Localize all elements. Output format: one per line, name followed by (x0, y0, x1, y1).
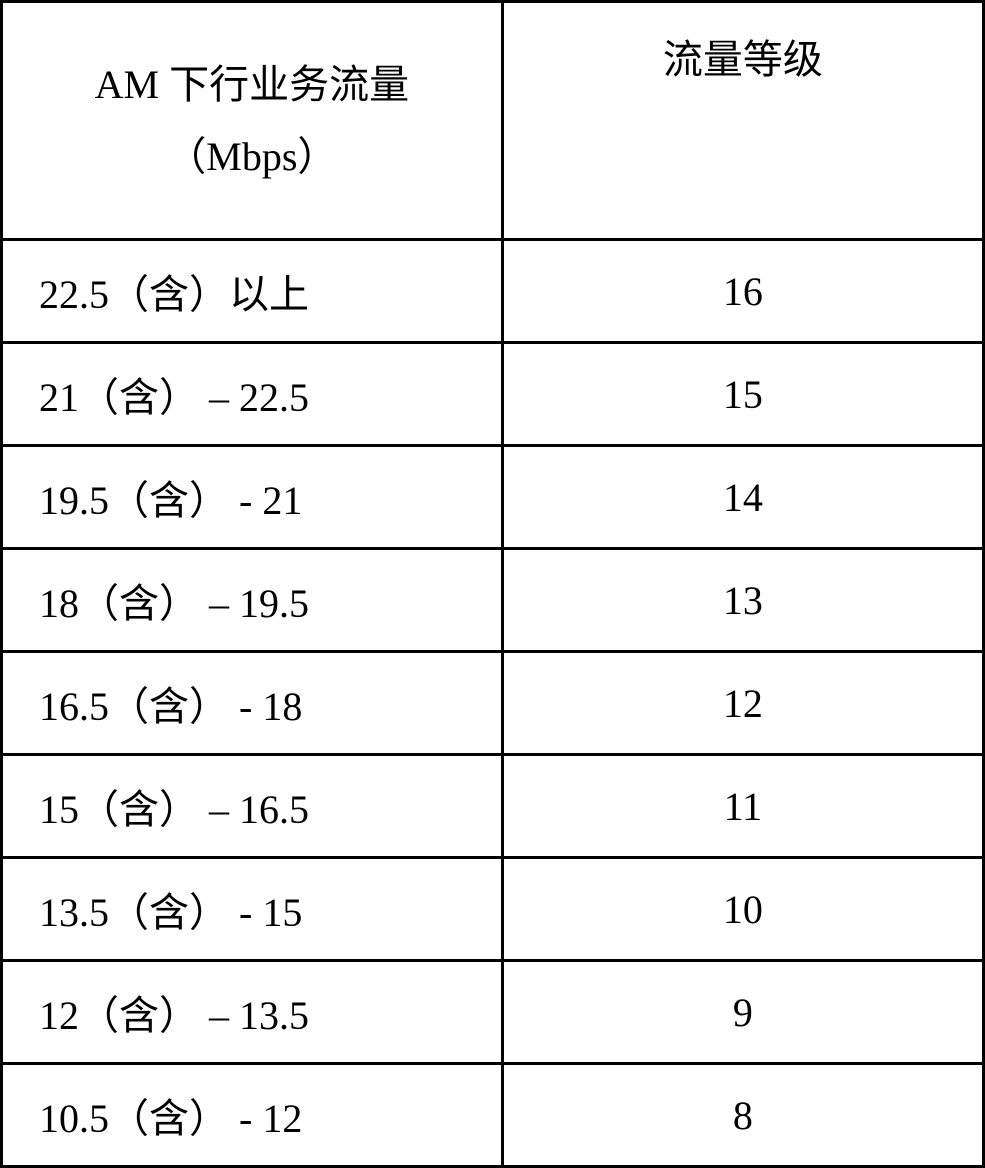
cell-level: 13 (502, 549, 983, 652)
table-row: 13.5（含） - 15 10 (2, 858, 984, 961)
table-row: 18（含） – 19.5 13 (2, 549, 984, 652)
cell-level: 16 (502, 240, 983, 343)
table-header-row: AM 下行业务流量 （Mbps） 流量等级 (2, 2, 984, 240)
cell-level: 10 (502, 858, 983, 961)
header-traffic-line1: AM 下行业务流量 (13, 49, 491, 121)
cell-range: 13.5（含） - 15 (2, 858, 503, 961)
cell-level: 11 (502, 755, 983, 858)
table-row: 21（含） – 22.5 15 (2, 343, 984, 446)
header-traffic-range: AM 下行业务流量 （Mbps） (2, 2, 503, 240)
cell-range: 16.5（含） - 18 (2, 652, 503, 755)
header-traffic-line2: （Mbps） (13, 121, 491, 193)
cell-level: 14 (502, 446, 983, 549)
table-row: 12（含） – 13.5 9 (2, 961, 984, 1064)
table-row: 15（含） – 16.5 11 (2, 755, 984, 858)
cell-range: 15（含） – 16.5 (2, 755, 503, 858)
table-row: 16.5（含） - 18 12 (2, 652, 984, 755)
cell-range: 18（含） – 19.5 (2, 549, 503, 652)
table-body: 22.5（含）以上 16 21（含） – 22.5 15 19.5（含） - 2… (2, 240, 984, 1167)
table-row: 10.5（含） - 12 8 (2, 1064, 984, 1167)
table-row: 22.5（含）以上 16 (2, 240, 984, 343)
traffic-level-table-container: AM 下行业务流量 （Mbps） 流量等级 22.5（含）以上 16 21（含）… (0, 0, 985, 1168)
cell-level: 9 (502, 961, 983, 1064)
traffic-level-table: AM 下行业务流量 （Mbps） 流量等级 22.5（含）以上 16 21（含）… (0, 0, 985, 1168)
table-row: 19.5（含） - 21 14 (2, 446, 984, 549)
cell-range: 21（含） – 22.5 (2, 343, 503, 446)
cell-range: 12（含） – 13.5 (2, 961, 503, 1064)
cell-level: 12 (502, 652, 983, 755)
cell-level: 15 (502, 343, 983, 446)
cell-range: 19.5（含） - 21 (2, 446, 503, 549)
cell-range: 22.5（含）以上 (2, 240, 503, 343)
cell-range: 10.5（含） - 12 (2, 1064, 503, 1167)
header-traffic-level: 流量等级 (502, 2, 983, 240)
cell-level: 8 (502, 1064, 983, 1167)
